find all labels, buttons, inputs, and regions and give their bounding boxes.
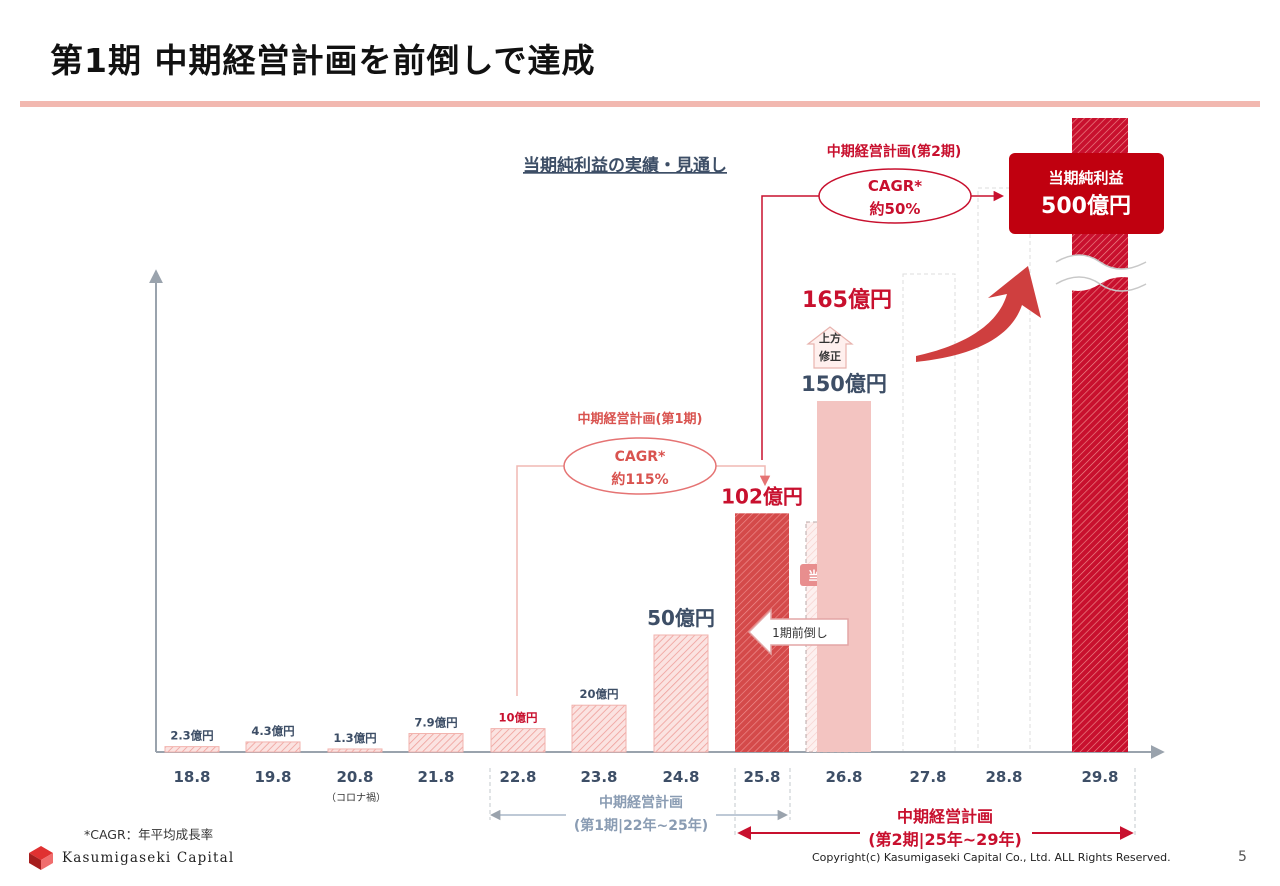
data-label-20.8: 1.3億円 <box>333 731 376 745</box>
plan1-title: 中期経営計画(第1期) <box>578 411 703 427</box>
x-tick-20.8: 20.8 <box>336 768 373 786</box>
bar-23.8 <box>571 704 627 753</box>
x-tick-28.8: 28.8 <box>985 768 1022 786</box>
copyright: Copyright(c) Kasumigaseki Capital Co., L… <box>812 851 1171 864</box>
logo-mark-icon <box>29 846 53 870</box>
plan2-cagr: CAGR* <box>868 177 922 195</box>
data-label-25.8: 102億円 <box>721 484 803 508</box>
title-divider <box>20 101 1260 107</box>
upward-revision-line1: 上方 <box>819 331 841 345</box>
pull-forward-arrow <box>747 608 849 656</box>
plan1-connector-arrow <box>716 465 771 487</box>
data-label-21.8: 7.9億円 <box>414 716 457 730</box>
labels-layer: 18.8 19.8 20.8 21.8 22.8 23.8 24.8 25.8 26.8 27.8… <box>170 372 1118 786</box>
x-tick-25.8: 25.8 <box>743 768 780 786</box>
data-label-22.8: 10億円 <box>498 711 537 725</box>
bar-26.8 <box>817 401 871 752</box>
page-number: 5 <box>1238 849 1247 865</box>
upward-revision-line2: 修正 <box>818 349 841 363</box>
period2-line2: (第2期|25年~29年) <box>868 830 1022 850</box>
plan1-rate: 約115% <box>611 471 668 488</box>
plan2-rate: 約50% <box>870 200 921 218</box>
placeholder-bar-27.8 <box>902 273 956 753</box>
period1-line2: (第1期|22年~25年) <box>574 817 708 834</box>
target-title: 当期純利益 <box>1048 169 1123 187</box>
plan1-cagr: CAGR* <box>615 449 666 465</box>
company-logo: Kasumigaseki Capital <box>28 845 234 871</box>
cagr-footnote: *CAGR：年平均成長率 <box>84 827 214 842</box>
plan1-connector <box>516 465 564 696</box>
plan2-connector <box>761 195 820 460</box>
period1-label-bg <box>566 791 716 837</box>
data-label-24.8: 50億円 <box>647 606 715 630</box>
bar-19.8 <box>245 741 301 753</box>
bar-18.8 <box>164 746 220 753</box>
x-tick-22.8: 22.8 <box>499 768 536 786</box>
category-note: （コロナ禍） <box>326 791 386 804</box>
growth-arrow <box>916 266 1041 362</box>
plan2-title: 中期経営計画(第2期) <box>827 143 962 160</box>
page-title: 第1期 中期経営計画を前倒しで達成 <box>50 41 596 80</box>
x-tick-19.8: 19.8 <box>254 768 291 786</box>
target-value: 500億円 <box>1041 193 1131 219</box>
upward-revision-arrow <box>806 326 854 369</box>
bar-20.8 <box>327 748 383 753</box>
x-tick-18.8: 18.8 <box>173 768 210 786</box>
x-tick-24.8: 24.8 <box>662 768 699 786</box>
period2-label-bg <box>860 800 1032 848</box>
data-label-19.8: 4.3億円 <box>251 724 294 738</box>
pull-forward-label: 1期前倒し <box>772 625 828 640</box>
plan2-cagr-ellipse <box>818 168 972 224</box>
x-tick-23.8: 23.8 <box>580 768 617 786</box>
logo-text: Kasumigaseki Capital <box>62 850 235 866</box>
target-box <box>1009 153 1164 234</box>
plan1-cagr-ellipse <box>563 437 717 495</box>
data-label-26.8: 150億円 <box>801 372 887 396</box>
bar-22.8 <box>490 728 546 753</box>
data-label-18.8: 2.3億円 <box>170 729 213 743</box>
x-tick-26.8: 26.8 <box>825 768 862 786</box>
x-tick-21.8: 21.8 <box>417 768 454 786</box>
x-tick-29.8: 29.8 <box>1081 768 1118 786</box>
bar-21.8 <box>408 733 464 753</box>
axis-break-mark <box>1056 255 1146 291</box>
x-tick-27.8: 27.8 <box>909 768 946 786</box>
period2-line1: 中期経営計画 <box>897 807 993 826</box>
revised-value-label: 165億円 <box>802 287 892 313</box>
period1-line1: 中期経営計画 <box>599 794 683 811</box>
bars-layer <box>164 118 1128 753</box>
bar-24.8 <box>653 634 709 753</box>
data-label-23.8: 20億円 <box>579 687 618 701</box>
chart-title: 当期純利益の実績・見通し <box>523 155 727 176</box>
